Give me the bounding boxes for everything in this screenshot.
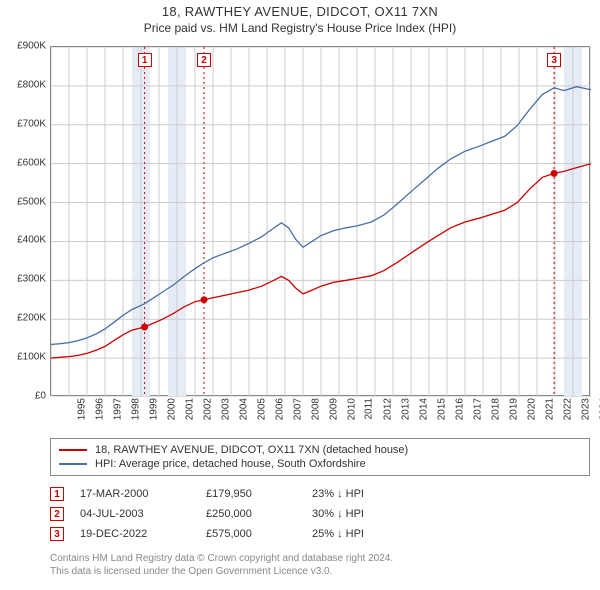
sales-table: 1 17-MAR-2000 £179,950 23% ↓ HPI 2 04-JUL-200… (50, 484, 590, 544)
sale-date: 19-DEC-2022 (80, 528, 190, 540)
plot-area: 1 2 3 (50, 46, 590, 396)
sale-badge: 3 (50, 527, 64, 541)
x-tick-label: 2013 (400, 398, 411, 420)
x-tick-label: 2019 (508, 398, 519, 420)
sale-badge: 1 (50, 487, 64, 501)
sale-price: £250,000 (206, 508, 296, 520)
sale-date: 04-JUL-2003 (80, 508, 190, 520)
sale-marker-badge: 3 (547, 53, 561, 67)
legend-item: 18, RAWTHEY AVENUE, DIDCOT, OX11 7XN (de… (59, 443, 581, 457)
legend-label: HPI: Average price, detached house, Sout… (95, 458, 366, 470)
x-tick-label: 2002 (202, 398, 213, 420)
x-tick-label: 2003 (220, 398, 231, 420)
y-tick-label: £400K (17, 235, 46, 246)
sale-diff: 25% ↓ HPI (312, 528, 422, 540)
x-tick-label: 2015 (436, 398, 447, 420)
sale-row: 1 17-MAR-2000 £179,950 23% ↓ HPI (50, 484, 590, 504)
footer-line-1: Contains HM Land Registry data © Crown c… (50, 552, 590, 565)
sale-badge: 2 (50, 507, 64, 521)
x-tick-label: 2022 (562, 398, 573, 420)
x-tick-label: 2017 (472, 398, 483, 420)
legend-box: 18, RAWTHEY AVENUE, DIDCOT, OX11 7XN (de… (50, 438, 590, 476)
x-tick-label: 2000 (166, 398, 177, 420)
footer-attribution: Contains HM Land Registry data © Crown c… (50, 552, 590, 578)
sale-price: £575,000 (206, 528, 296, 540)
x-tick-label: 2001 (184, 398, 195, 420)
sale-diff: 30% ↓ HPI (312, 508, 422, 520)
x-tick-label: 2018 (490, 398, 501, 420)
sale-row: 3 19-DEC-2022 £575,000 25% ↓ HPI (50, 524, 590, 544)
x-tick-label: 2020 (526, 398, 537, 420)
sale-diff: 23% ↓ HPI (312, 488, 422, 500)
sale-marker-badge: 2 (197, 53, 211, 67)
x-tick-label: 2012 (382, 398, 393, 420)
x-axis-labels: 1995 1996 1997 1998 1999 2000 2001 2002 2003 2004… (50, 398, 590, 434)
legend-swatch (59, 449, 87, 451)
x-tick-label: 2009 (328, 398, 339, 420)
y-tick-label: £500K (17, 196, 46, 207)
x-tick-label: 2007 (292, 398, 303, 420)
sale-price: £179,950 (206, 488, 296, 500)
y-tick-label: £900K (17, 41, 46, 52)
legend-item: HPI: Average price, detached house, Sout… (59, 457, 581, 471)
y-tick-label: £200K (17, 313, 46, 324)
chart-container: 18, RAWTHEY AVENUE, DIDCOT, OX11 7XN Pri… (0, 0, 600, 590)
sale-marker-badge: 1 (138, 53, 152, 67)
x-tick-label: 2010 (346, 398, 357, 420)
y-tick-label: £100K (17, 352, 46, 363)
x-tick-label: 1998 (130, 398, 141, 420)
x-tick-label: 1999 (148, 398, 159, 420)
y-axis-labels: £0£100K£200K£300K£400K£500K£600K£700K£80… (0, 46, 48, 396)
x-tick-label: 2006 (274, 398, 285, 420)
x-tick-label: 2014 (418, 398, 429, 420)
y-tick-label: £300K (17, 274, 46, 285)
plot-svg (51, 47, 591, 397)
y-tick-label: £700K (17, 118, 46, 129)
x-tick-label: 2011 (364, 398, 375, 420)
chart-title: 18, RAWTHEY AVENUE, DIDCOT, OX11 7XN (0, 4, 600, 19)
y-tick-label: £600K (17, 157, 46, 168)
chart-subtitle: Price paid vs. HM Land Registry's House … (0, 19, 600, 35)
x-tick-label: 2008 (310, 398, 321, 420)
title-block: 18, RAWTHEY AVENUE, DIDCOT, OX11 7XN Pri… (0, 0, 600, 35)
x-tick-label: 2023 (580, 398, 591, 420)
x-tick-label: 1996 (94, 398, 105, 420)
legend-label: 18, RAWTHEY AVENUE, DIDCOT, OX11 7XN (de… (95, 444, 408, 456)
x-tick-label: 2021 (544, 398, 555, 420)
y-tick-label: £800K (17, 79, 46, 90)
x-tick-label: 1997 (112, 398, 123, 420)
legend-swatch (59, 463, 87, 465)
y-tick-label: £0 (35, 391, 46, 402)
sale-row: 2 04-JUL-2003 £250,000 30% ↓ HPI (50, 504, 590, 524)
x-tick-label: 2016 (454, 398, 465, 420)
footer-line-2: This data is licensed under the Open Gov… (50, 565, 590, 578)
x-tick-label: 1995 (76, 398, 87, 420)
sale-date: 17-MAR-2000 (80, 488, 190, 500)
x-tick-label: 2004 (238, 398, 249, 420)
x-tick-label: 2005 (256, 398, 267, 420)
